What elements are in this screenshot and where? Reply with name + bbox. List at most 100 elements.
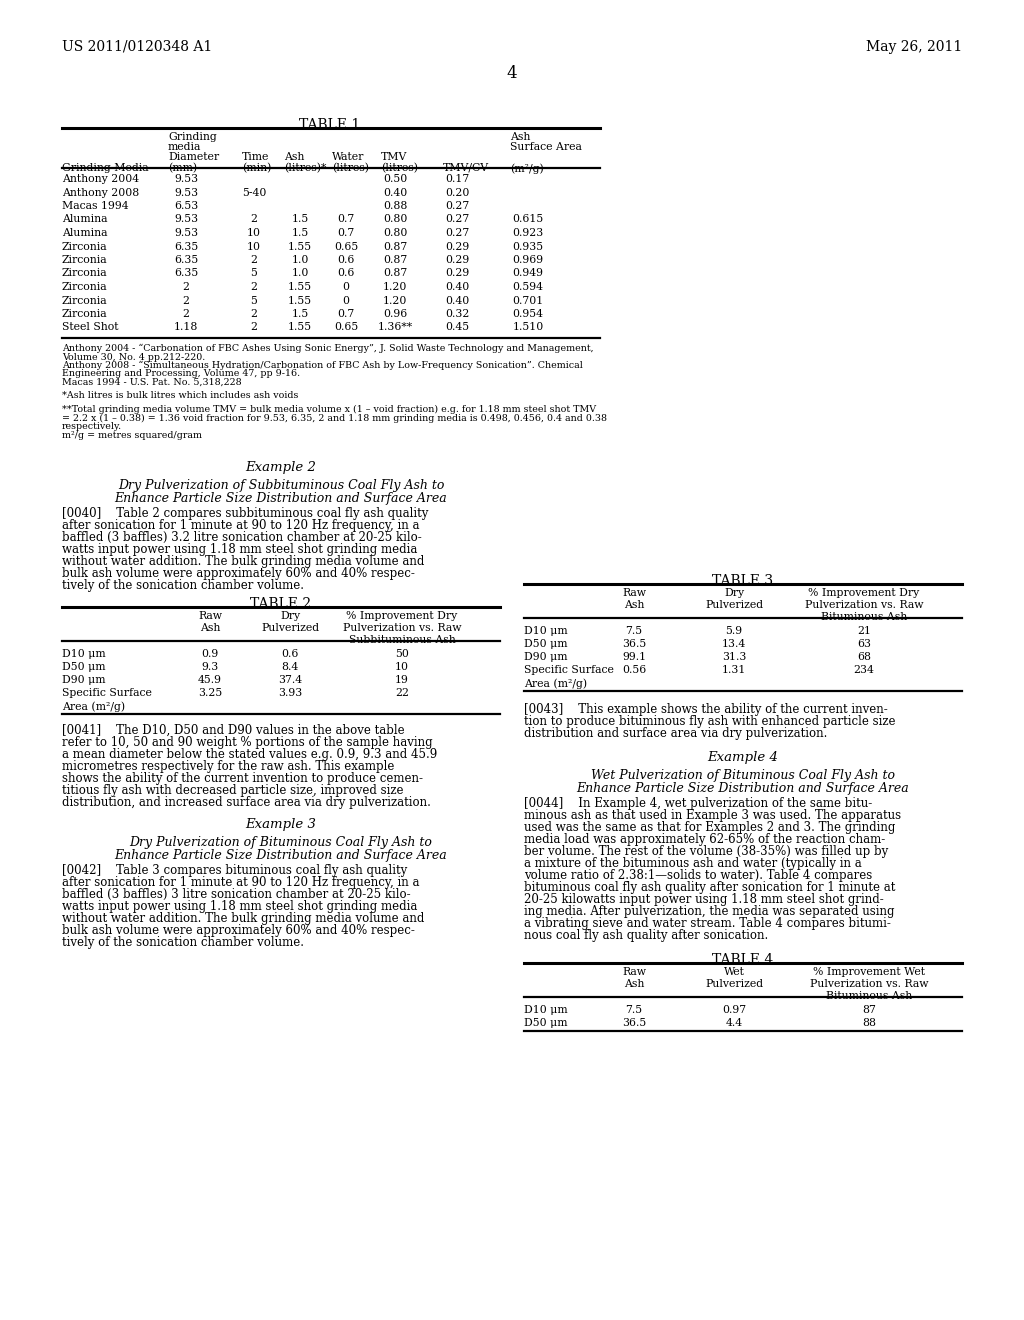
Text: 0.594: 0.594 [512, 282, 544, 292]
Text: Alumina: Alumina [62, 228, 108, 238]
Text: 0: 0 [342, 296, 349, 305]
Text: Volume 30, No. 4 pp.212-220.: Volume 30, No. 4 pp.212-220. [62, 352, 205, 362]
Text: Specific Surface: Specific Surface [62, 688, 152, 698]
Text: Bituminous Ash: Bituminous Ash [826, 991, 912, 1001]
Text: Wet Pulverization of Bituminous Coal Fly Ash to: Wet Pulverization of Bituminous Coal Fly… [591, 770, 895, 781]
Text: Ash: Ash [284, 152, 304, 162]
Text: Dry Pulverization of Subbituminous Coal Fly Ash to: Dry Pulverization of Subbituminous Coal … [118, 479, 444, 492]
Text: 0.949: 0.949 [512, 268, 544, 279]
Text: 1.5: 1.5 [292, 214, 308, 224]
Text: Time: Time [242, 152, 269, 162]
Text: 10: 10 [395, 663, 409, 672]
Text: US 2011/0120348 A1: US 2011/0120348 A1 [62, 40, 212, 54]
Text: Raw: Raw [622, 968, 646, 977]
Text: 0.65: 0.65 [334, 242, 358, 252]
Text: Ash: Ash [624, 979, 644, 989]
Text: 36.5: 36.5 [622, 639, 646, 649]
Text: % Improvement Dry: % Improvement Dry [346, 611, 458, 620]
Text: 45.9: 45.9 [198, 675, 222, 685]
Text: Enhance Particle Size Distribution and Surface Area: Enhance Particle Size Distribution and S… [115, 849, 447, 862]
Text: TABLE 4: TABLE 4 [713, 953, 773, 968]
Text: Macas 1994: Macas 1994 [62, 201, 129, 211]
Text: 1.20: 1.20 [383, 282, 408, 292]
Text: Pulverized: Pulverized [705, 979, 763, 989]
Text: Example 4: Example 4 [708, 751, 778, 764]
Text: refer to 10, 50 and 90 weight % portions of the sample having: refer to 10, 50 and 90 weight % portions… [62, 737, 432, 748]
Text: Pulverization vs. Raw: Pulverization vs. Raw [343, 623, 461, 634]
Text: bituminous coal fly ash quality after sonication for 1 minute at: bituminous coal fly ash quality after so… [524, 880, 895, 894]
Text: 0.32: 0.32 [444, 309, 469, 319]
Text: 2: 2 [182, 296, 189, 305]
Text: 0.80: 0.80 [383, 214, 408, 224]
Text: Enhance Particle Size Distribution and Surface Area: Enhance Particle Size Distribution and S… [115, 492, 447, 506]
Text: 0.40: 0.40 [444, 296, 469, 305]
Text: baffled (3 baffles) 3.2 litre sonication chamber at 20-25 kilo-: baffled (3 baffles) 3.2 litre sonication… [62, 531, 422, 544]
Text: 37.4: 37.4 [278, 675, 302, 685]
Text: 0.56: 0.56 [622, 665, 646, 675]
Text: 0.50: 0.50 [383, 174, 408, 183]
Text: media: media [168, 143, 202, 152]
Text: 88: 88 [862, 1018, 876, 1028]
Text: % Improvement Dry: % Improvement Dry [808, 587, 920, 598]
Text: 13.4: 13.4 [722, 639, 746, 649]
Text: 2: 2 [251, 214, 257, 224]
Text: 5-40: 5-40 [242, 187, 266, 198]
Text: 1.18: 1.18 [174, 322, 199, 333]
Text: 7.5: 7.5 [626, 1005, 643, 1015]
Text: Zirconia: Zirconia [62, 282, 108, 292]
Text: 2: 2 [251, 309, 257, 319]
Text: nous coal fly ash quality after sonication.: nous coal fly ash quality after sonicati… [524, 929, 768, 942]
Text: Specific Surface: Specific Surface [524, 665, 613, 675]
Text: 31.3: 31.3 [722, 652, 746, 663]
Text: 4.4: 4.4 [725, 1018, 742, 1028]
Text: Zirconia: Zirconia [62, 309, 108, 319]
Text: 50: 50 [395, 649, 409, 659]
Text: Zirconia: Zirconia [62, 296, 108, 305]
Text: used was the same as that for Examples 2 and 3. The grinding: used was the same as that for Examples 2… [524, 821, 895, 834]
Text: = 2.2 x (1 – 0.38) = 1.36 void fraction for 9.53, 6.35, 2 and 1.18 mm grinding m: = 2.2 x (1 – 0.38) = 1.36 void fraction … [62, 413, 607, 422]
Text: Raw: Raw [198, 611, 222, 620]
Text: 0.27: 0.27 [444, 214, 469, 224]
Text: 1.5: 1.5 [292, 228, 308, 238]
Text: Wet: Wet [724, 968, 744, 977]
Text: watts input power using 1.18 mm steel shot grinding media: watts input power using 1.18 mm steel sh… [62, 900, 418, 913]
Text: Zirconia: Zirconia [62, 268, 108, 279]
Text: (mm): (mm) [168, 162, 198, 173]
Text: Ash: Ash [510, 132, 530, 143]
Text: distribution, and increased surface area via dry pulverization.: distribution, and increased surface area… [62, 796, 431, 809]
Text: [0040]    Table 2 compares subbituminous coal fly ash quality: [0040] Table 2 compares subbituminous co… [62, 507, 428, 520]
Text: bulk ash volume were approximately 60% and 40% respec-: bulk ash volume were approximately 60% a… [62, 568, 415, 579]
Text: 0.87: 0.87 [383, 255, 408, 265]
Text: Grinding Media: Grinding Media [62, 162, 148, 173]
Text: 3.25: 3.25 [198, 688, 222, 698]
Text: 0.17: 0.17 [444, 174, 469, 183]
Text: watts input power using 1.18 mm steel shot grinding media: watts input power using 1.18 mm steel sh… [62, 543, 418, 556]
Text: 0.7: 0.7 [337, 309, 354, 319]
Text: Engineering and Processing, Volume 47, pp 9-16.: Engineering and Processing, Volume 47, p… [62, 370, 300, 379]
Text: 87: 87 [862, 1005, 876, 1015]
Text: Steel Shot: Steel Shot [62, 322, 119, 333]
Text: minous ash as that used in Example 3 was used. The apparatus: minous ash as that used in Example 3 was… [524, 809, 901, 822]
Text: Pulverization vs. Raw: Pulverization vs. Raw [805, 601, 924, 610]
Text: 0.923: 0.923 [512, 228, 544, 238]
Text: 0: 0 [342, 282, 349, 292]
Text: 1.20: 1.20 [383, 296, 408, 305]
Text: 0.7: 0.7 [337, 228, 354, 238]
Text: 0.27: 0.27 [444, 228, 469, 238]
Text: 0.40: 0.40 [383, 187, 408, 198]
Text: 5: 5 [251, 268, 257, 279]
Text: 0.20: 0.20 [444, 187, 469, 198]
Text: m²/g = metres squared/gram: m²/g = metres squared/gram [62, 430, 202, 440]
Text: (litres)*: (litres)* [284, 162, 327, 173]
Text: 4: 4 [507, 65, 517, 82]
Text: Dry: Dry [280, 611, 300, 620]
Text: 9.53: 9.53 [174, 174, 198, 183]
Text: respectively.: respectively. [62, 422, 122, 432]
Text: Diameter: Diameter [168, 152, 219, 162]
Text: [0043]    This example shows the ability of the current inven-: [0043] This example shows the ability of… [524, 704, 888, 715]
Text: a mean diameter below the stated values e.g. 0.9, 9.3 and 45.9: a mean diameter below the stated values … [62, 748, 437, 762]
Text: Ash: Ash [624, 601, 644, 610]
Text: (litres): (litres) [332, 162, 369, 173]
Text: (m²/g): (m²/g) [510, 162, 544, 173]
Text: 1.55: 1.55 [288, 242, 312, 252]
